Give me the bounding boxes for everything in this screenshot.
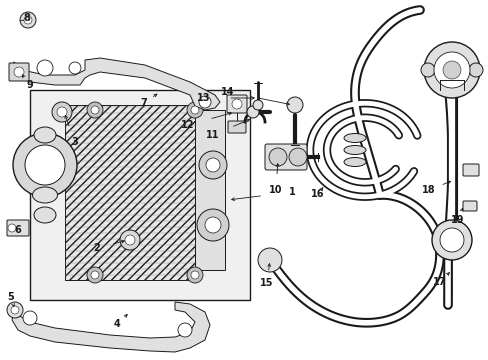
Circle shape — [11, 306, 19, 314]
Circle shape — [197, 209, 228, 241]
Text: 3: 3 — [71, 137, 78, 147]
Circle shape — [439, 228, 463, 252]
Polygon shape — [12, 302, 209, 352]
Text: 14: 14 — [221, 87, 234, 97]
Circle shape — [7, 302, 23, 318]
Ellipse shape — [34, 127, 56, 143]
Ellipse shape — [343, 145, 365, 154]
FancyBboxPatch shape — [9, 63, 29, 81]
Text: 5: 5 — [8, 292, 14, 302]
Ellipse shape — [343, 158, 365, 166]
FancyBboxPatch shape — [226, 95, 246, 113]
Circle shape — [52, 102, 72, 122]
Polygon shape — [30, 90, 249, 300]
Text: 9: 9 — [26, 80, 33, 90]
Circle shape — [442, 61, 460, 79]
Circle shape — [288, 148, 306, 166]
FancyBboxPatch shape — [462, 164, 478, 176]
Circle shape — [87, 102, 103, 118]
Ellipse shape — [32, 187, 58, 203]
Polygon shape — [195, 110, 224, 270]
Circle shape — [37, 60, 53, 76]
Circle shape — [205, 158, 220, 172]
Circle shape — [178, 323, 192, 337]
Polygon shape — [10, 58, 220, 110]
Circle shape — [199, 151, 226, 179]
Text: 7: 7 — [141, 98, 147, 108]
Text: 12: 12 — [181, 120, 194, 130]
FancyBboxPatch shape — [227, 121, 245, 133]
Text: 2: 2 — [93, 243, 100, 253]
Text: 15: 15 — [260, 278, 273, 288]
Circle shape — [286, 97, 303, 113]
Circle shape — [191, 271, 199, 279]
Ellipse shape — [343, 134, 365, 143]
Ellipse shape — [32, 167, 58, 183]
Circle shape — [13, 133, 77, 197]
Polygon shape — [65, 105, 195, 280]
Circle shape — [20, 12, 36, 28]
Circle shape — [91, 106, 99, 114]
Text: 4: 4 — [113, 319, 120, 329]
Circle shape — [125, 235, 135, 245]
Circle shape — [8, 224, 16, 232]
Circle shape — [191, 106, 199, 114]
Text: 1: 1 — [288, 187, 295, 197]
Circle shape — [14, 67, 24, 77]
Circle shape — [420, 63, 434, 77]
Text: 19: 19 — [450, 215, 464, 225]
Circle shape — [246, 106, 259, 118]
Text: 17: 17 — [432, 277, 446, 287]
Text: 16: 16 — [311, 189, 324, 199]
Circle shape — [57, 107, 67, 117]
Circle shape — [433, 52, 469, 88]
Circle shape — [423, 42, 479, 98]
Circle shape — [468, 63, 482, 77]
Circle shape — [204, 217, 221, 233]
Circle shape — [25, 145, 65, 185]
Circle shape — [24, 16, 32, 24]
Ellipse shape — [34, 207, 56, 223]
FancyBboxPatch shape — [264, 144, 306, 170]
Circle shape — [258, 248, 282, 272]
Circle shape — [199, 96, 210, 108]
FancyBboxPatch shape — [462, 201, 476, 211]
Circle shape — [120, 230, 140, 250]
Circle shape — [231, 99, 242, 109]
Circle shape — [252, 100, 263, 110]
Text: 8: 8 — [23, 13, 30, 23]
Circle shape — [268, 148, 286, 166]
Text: 6: 6 — [15, 225, 21, 235]
Circle shape — [69, 62, 81, 74]
Circle shape — [186, 267, 203, 283]
FancyBboxPatch shape — [7, 220, 29, 236]
Text: 13: 13 — [197, 93, 210, 103]
Circle shape — [431, 220, 471, 260]
Text: 18: 18 — [421, 185, 435, 195]
Circle shape — [91, 271, 99, 279]
Ellipse shape — [32, 147, 58, 163]
Circle shape — [186, 102, 203, 118]
Text: 10: 10 — [269, 185, 282, 195]
Circle shape — [87, 267, 103, 283]
Circle shape — [23, 311, 37, 325]
Text: 11: 11 — [206, 130, 219, 140]
